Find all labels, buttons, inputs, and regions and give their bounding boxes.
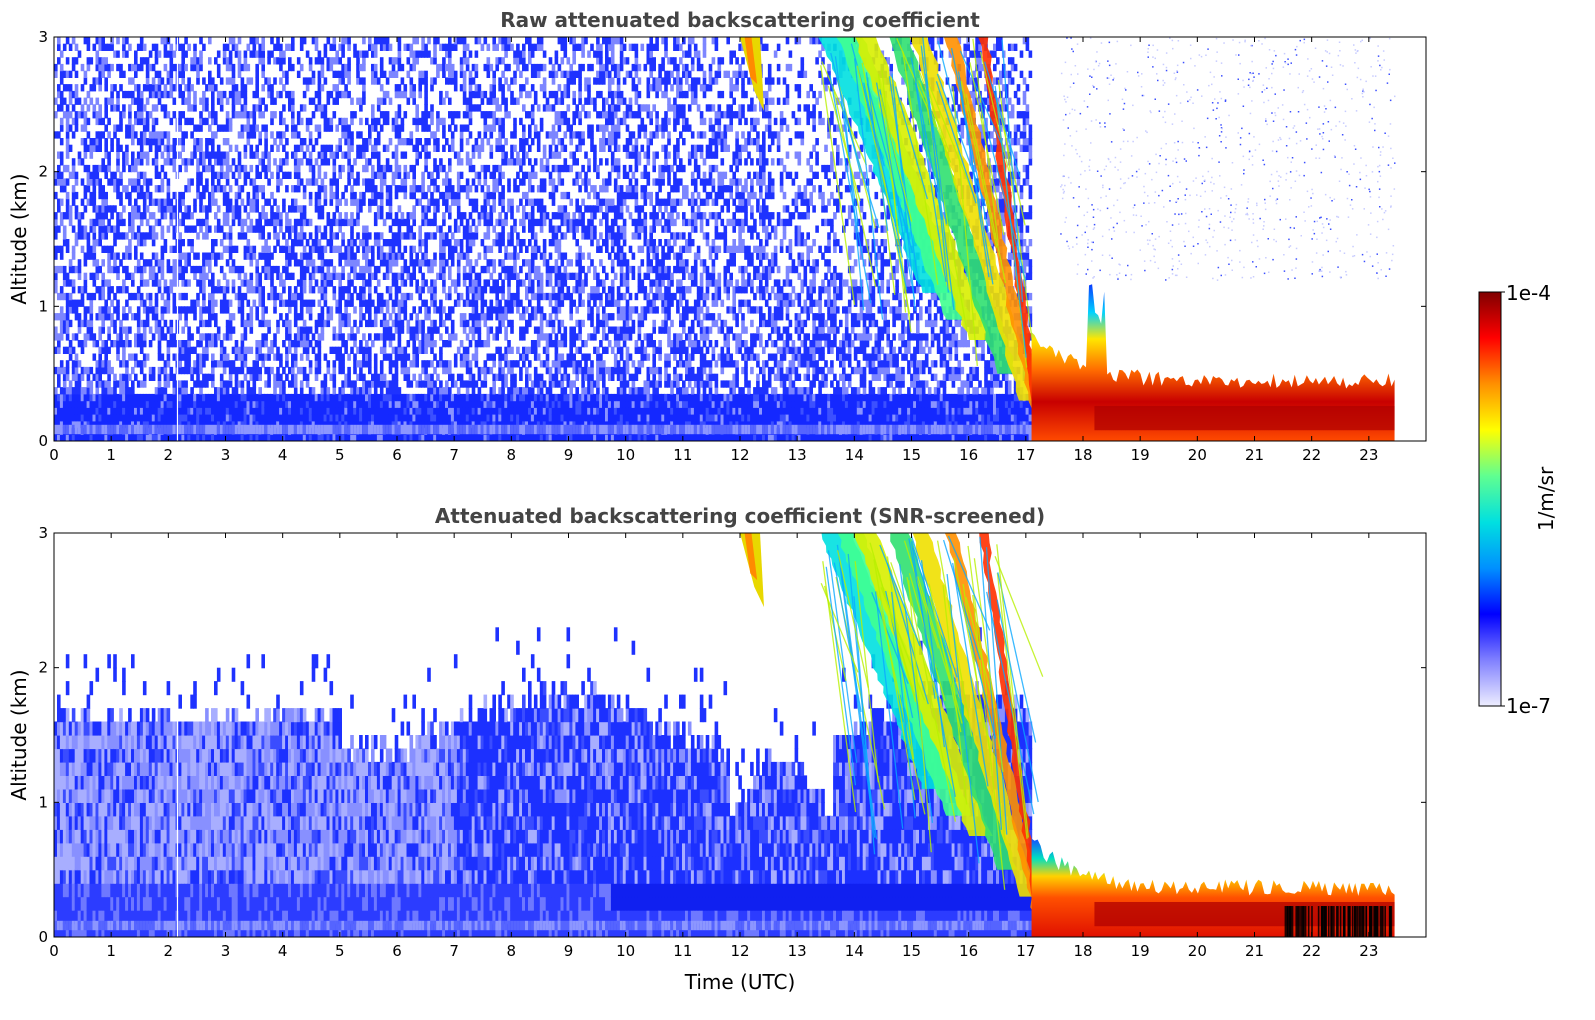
x-tick-label: 10: [616, 446, 635, 464]
x-tick-label: 14: [845, 942, 864, 960]
x-tick-label: 4: [278, 942, 288, 960]
x-tick-label: 13: [788, 446, 807, 464]
x-tick-label: 3: [221, 446, 231, 464]
colorbar: 1e-4 1e-7 1/m/sr: [1478, 281, 1558, 718]
panel-raw-x-ticks: 0 1 2 3 4 5 6 7 8 9 10 11 12 13 14 15 16 17 18 19 20 21 22 23: [49, 37, 1378, 464]
x-tick-label: 23: [1359, 446, 1378, 464]
x-tick-label: 7: [449, 446, 459, 464]
y-tick-label: 2: [38, 659, 48, 677]
x-tick-label: 17: [1016, 942, 1035, 960]
x-tick-label: 16: [959, 942, 978, 960]
panel-raw-title: Raw attenuated backscattering coefficien…: [500, 8, 980, 32]
x-tick-label: 15: [902, 942, 921, 960]
x-tick-label: 2: [164, 446, 174, 464]
panel-raw-heatmap: [54, 37, 1396, 441]
x-tick-label: 1: [106, 942, 116, 960]
panel-raw-y-axis-label: Altitude (km): [7, 173, 31, 304]
y-tick-label: 0: [38, 928, 48, 946]
x-tick-label: 8: [507, 446, 517, 464]
x-tick-label: 19: [1131, 446, 1150, 464]
y-tick-label: 2: [38, 163, 48, 181]
panel-screened-y-axis-label: Altitude (km): [7, 669, 31, 800]
x-tick-label: 22: [1302, 942, 1321, 960]
x-tick-label: 1: [106, 446, 116, 464]
x-tick-label: 5: [335, 446, 345, 464]
x-tick-label: 18: [1073, 942, 1092, 960]
x-tick-label: 8: [507, 942, 517, 960]
x-tick-label: 21: [1245, 942, 1264, 960]
panel-raw-y-ticks: 0 1 2 3: [38, 28, 1426, 450]
x-tick-label: 3: [221, 942, 231, 960]
x-tick-label: 18: [1073, 446, 1092, 464]
x-tick-label: 9: [564, 942, 574, 960]
panel-raw: Raw attenuated backscattering coefficien…: [7, 8, 1427, 464]
x-tick-label: 0: [49, 446, 59, 464]
x-tick-label: 5: [335, 942, 345, 960]
x-tick-label: 13: [788, 942, 807, 960]
x-tick-label: 6: [392, 446, 402, 464]
x-tick-label: 12: [730, 446, 749, 464]
y-tick-label: 1: [38, 793, 48, 811]
panel-screened-x-axis-label: Time (UTC): [684, 970, 796, 994]
panel-screened-heatmap: [54, 533, 1395, 937]
panel-screened-title: Attenuated backscattering coefficient (S…: [435, 504, 1045, 528]
x-tick-label: 10: [616, 942, 635, 960]
x-tick-label: 20: [1188, 942, 1207, 960]
x-tick-label: 12: [730, 942, 749, 960]
x-tick-label: 22: [1302, 446, 1321, 464]
x-tick-label: 9: [564, 446, 574, 464]
x-tick-label: 6: [392, 942, 402, 960]
x-tick-label: 11: [673, 942, 692, 960]
x-tick-label: 4: [278, 446, 288, 464]
x-tick-label: 20: [1188, 446, 1207, 464]
x-tick-label: 17: [1016, 446, 1035, 464]
colorbar-gradient: [1478, 291, 1502, 707]
x-tick-label: 19: [1131, 942, 1150, 960]
colorbar-unit-label: 1/m/sr: [1534, 466, 1558, 531]
x-tick-label: 15: [902, 446, 921, 464]
panel-screened-x-ticks: 0 1 2 3 4 5 6 7 8 9 10 11 12 13 14 15 16 17 18 19 20 21 22 23: [49, 533, 1378, 960]
x-tick-label: 21: [1245, 446, 1264, 464]
y-tick-label: 1: [38, 297, 48, 315]
colorbar-min-label: 1e-7: [1506, 694, 1551, 718]
y-tick-label: 0: [38, 432, 48, 450]
x-tick-label: 14: [845, 446, 864, 464]
panel-screened-y-ticks: 0 1 2 3: [38, 524, 1426, 946]
x-tick-label: 16: [959, 446, 978, 464]
x-tick-label: 23: [1359, 942, 1378, 960]
y-tick-label: 3: [38, 28, 48, 46]
x-tick-label: 11: [673, 446, 692, 464]
x-tick-label: 0: [49, 942, 59, 960]
x-tick-label: 7: [449, 942, 459, 960]
panel-screened: Attenuated backscattering coefficient (S…: [7, 504, 1427, 994]
y-tick-label: 3: [38, 524, 48, 542]
colorbar-max-label: 1e-4: [1506, 281, 1551, 305]
x-tick-label: 2: [164, 942, 174, 960]
